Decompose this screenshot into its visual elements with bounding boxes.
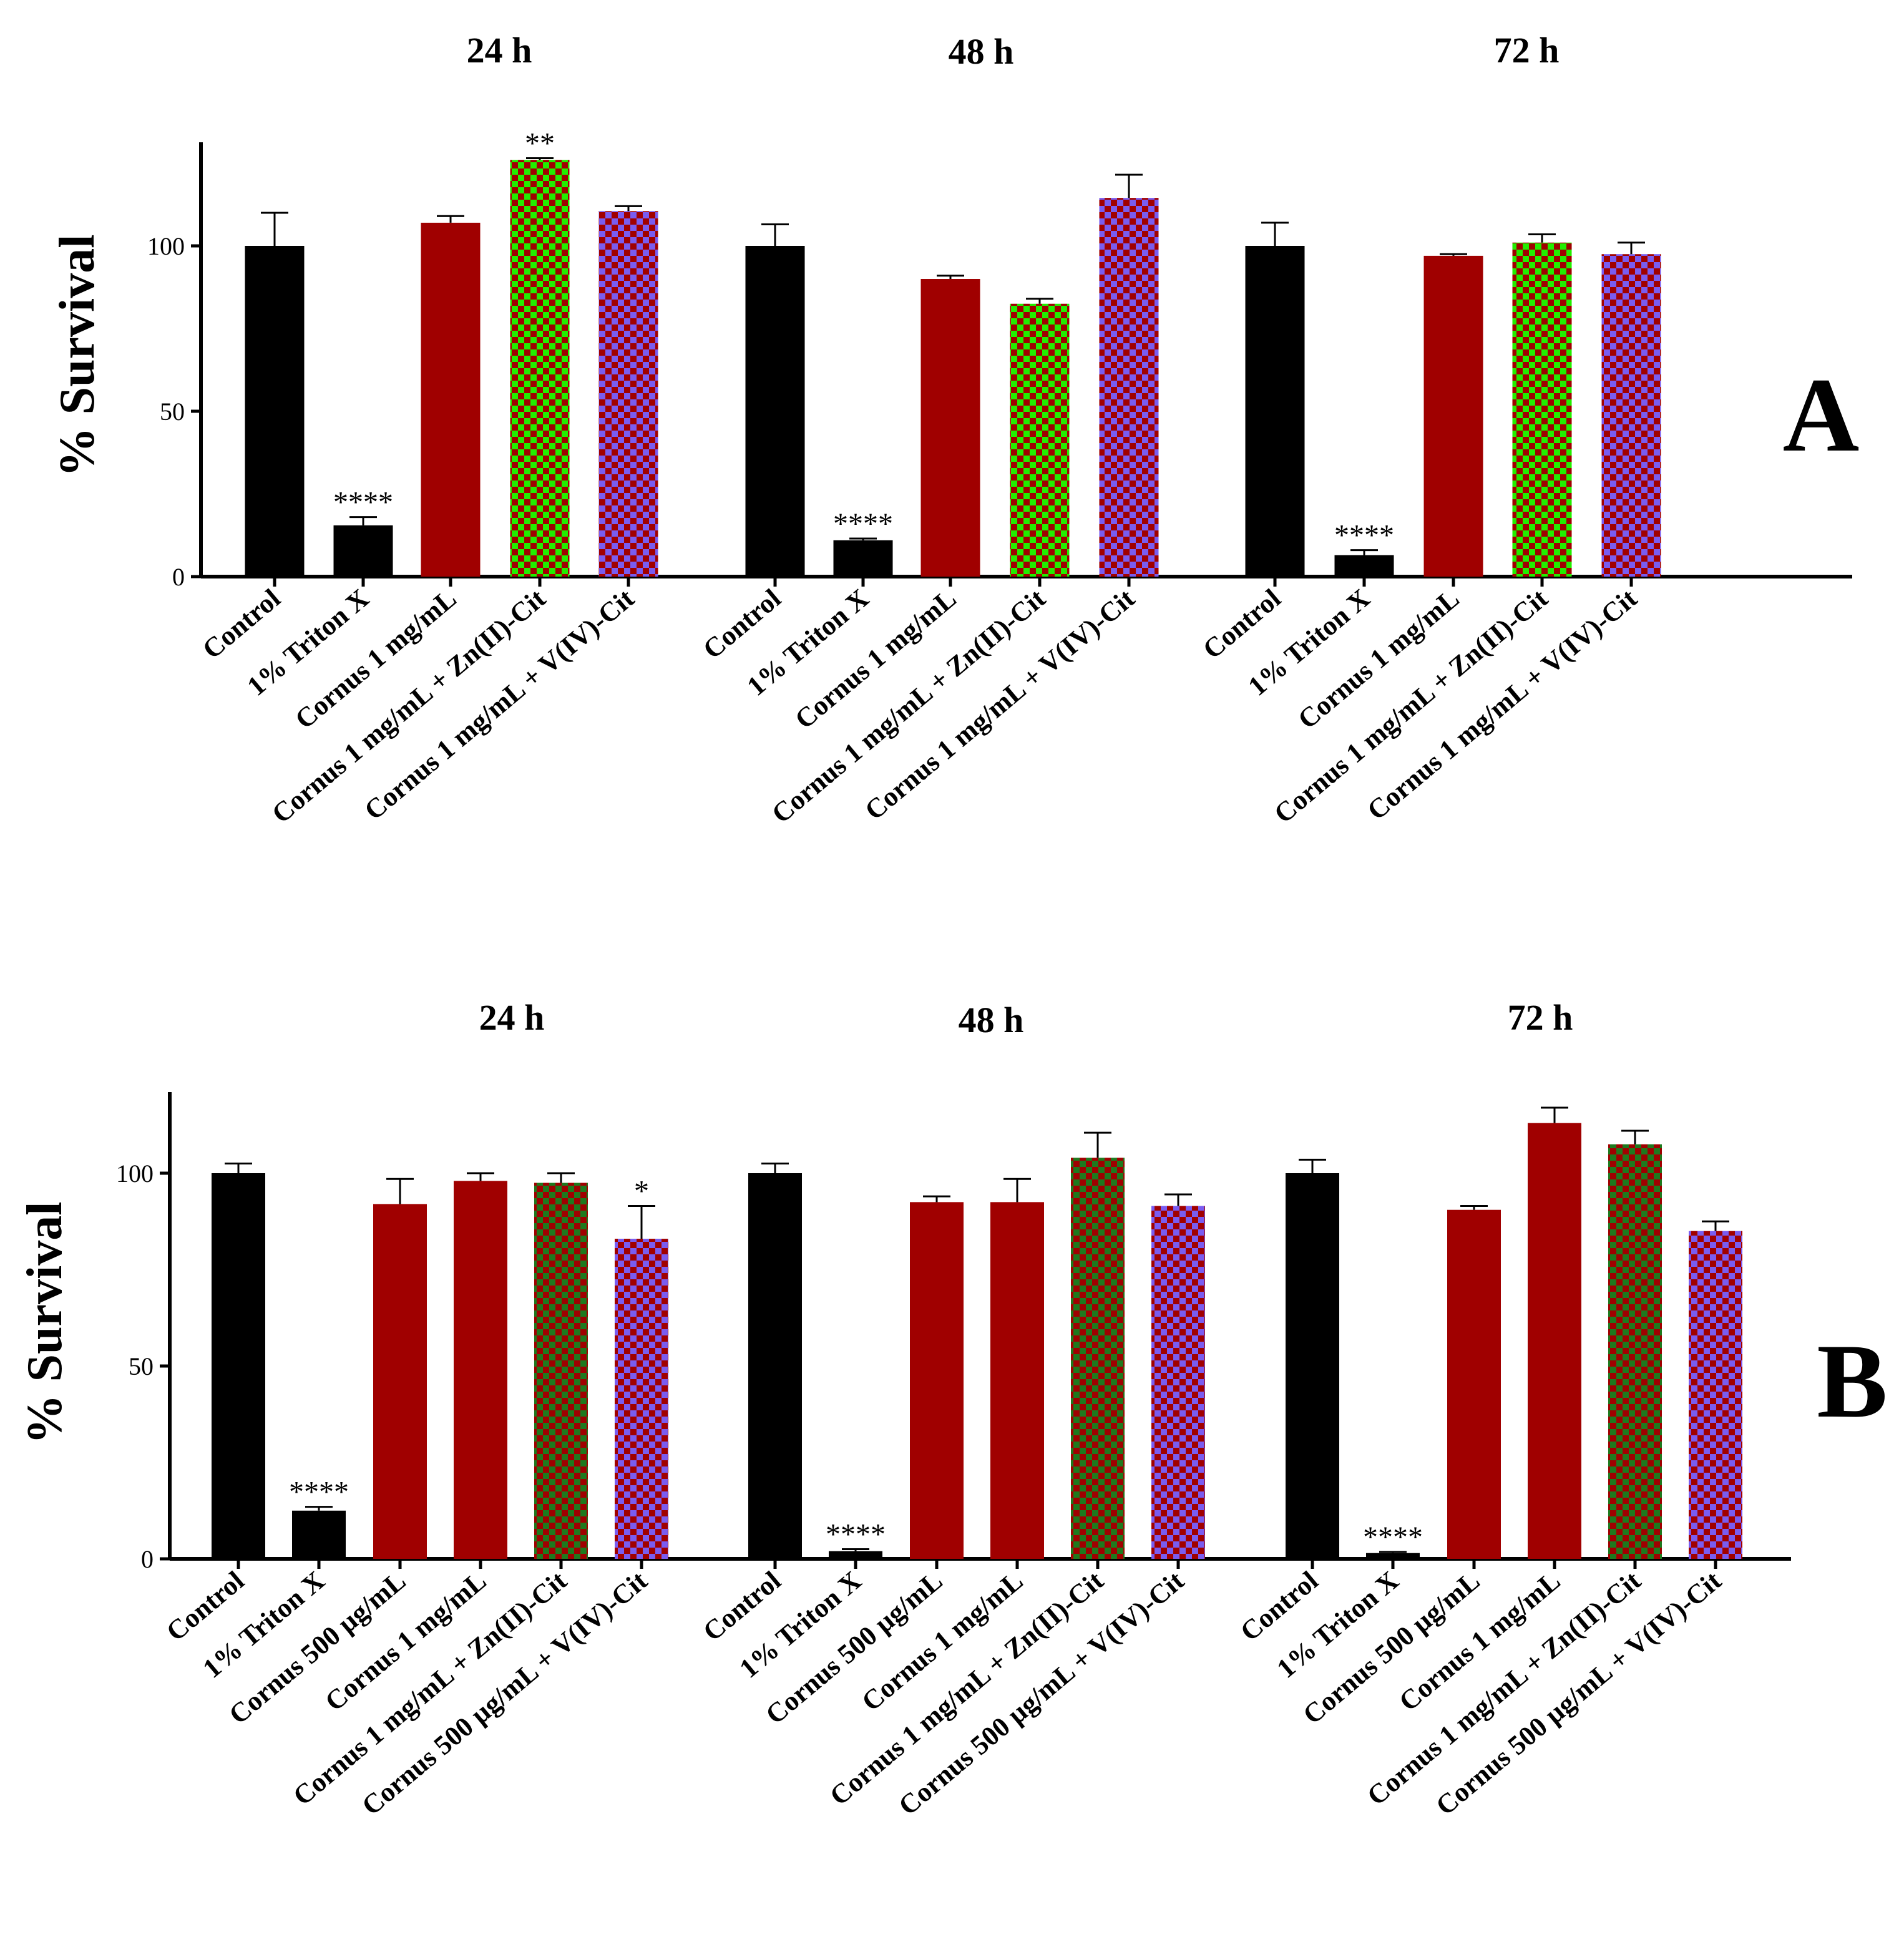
y-tick-label-100: 100 <box>116 1159 154 1188</box>
panel-a-24-h-cornus-1-mg-ml-bar <box>421 222 481 577</box>
panel-b-24-h-cornus-500-g-ml-bar <box>373 1204 427 1559</box>
panel-b-48-h-control-bar <box>748 1173 802 1559</box>
panel-b-48-h-1-triton-x-significance: **** <box>826 1518 886 1551</box>
panel-a-72-h-cornus-1-mg-ml-bar <box>1423 255 1483 577</box>
panel-b-72-h-1-triton-x-bar <box>1366 1553 1420 1559</box>
panel-a: 24 h 48 h 72 h % Survival 050100Control1… <box>50 30 1859 829</box>
panel-b-48-h-1-triton-x-bar <box>829 1551 882 1559</box>
panel-b-24-h-cornus-500-g-ml-v-iv-cit-bar <box>615 1239 668 1559</box>
panel-b-letter: B <box>1817 1322 1887 1440</box>
panel-a-24-h-1-triton-x-bar <box>333 525 393 577</box>
panel-a-72-h-1-triton-x-significance: **** <box>1334 519 1394 552</box>
panel-a-24-h-control-bar <box>245 246 305 577</box>
panel-b-72-h-1-triton-x-significance: **** <box>1363 1521 1423 1554</box>
panel-b-72-h-cornus-1-mg-ml-zn-ii-cit-bar <box>1608 1144 1662 1559</box>
panel-a-24-h-cornus-1-mg-ml-zn-ii-cit-significance: ** <box>525 127 555 160</box>
panel-b-24-h-1-triton-x-significance: **** <box>289 1476 349 1509</box>
panel-b-72-h-control-bar <box>1286 1173 1339 1559</box>
y-tick-label-100: 100 <box>147 232 185 260</box>
panel-b-title-48h: 48 h <box>959 1000 1024 1040</box>
panel-a-48-h-cornus-1-mg-ml-v-iv-cit-bar <box>1099 198 1159 577</box>
panel-a-letter: A <box>1783 356 1860 474</box>
panel-a-24-h-cornus-1-mg-ml-label: Cornus 1 mg/mL <box>290 583 462 734</box>
panel-a-72-h-control-bar <box>1245 246 1305 577</box>
panel-a-48-h-cornus-1-mg-ml-bar <box>920 279 980 577</box>
panel-b-24-h-1-triton-x-bar <box>292 1510 346 1559</box>
panel-a-48-h-cornus-1-mg-ml-zn-ii-cit-bar <box>1010 303 1070 577</box>
panel-b-24-h-cornus-1-mg-ml-bar <box>454 1181 507 1559</box>
panel-b-72-h-cornus-500-g-ml-v-iv-cit-bar <box>1689 1231 1742 1559</box>
panel-b-48-h-cornus-1-mg-ml-zn-ii-cit-bar <box>1071 1158 1125 1559</box>
panel-a-title-72h: 72 h <box>1494 30 1560 71</box>
panel-a-title-48h: 48 h <box>949 31 1014 72</box>
panel-a-24-h-1-triton-x-significance: **** <box>333 486 393 519</box>
panel-b-title-24h: 24 h <box>479 997 545 1038</box>
panel-a-72-h-cornus-1-mg-ml-label: Cornus 1 mg/mL <box>1292 583 1465 734</box>
panel-a-72-h-cornus-1-mg-ml-v-iv-cit-bar <box>1601 254 1661 577</box>
panel-b-24-h-control-bar <box>212 1173 265 1559</box>
panel-b-title-72h: 72 h <box>1508 997 1573 1038</box>
panel-a-24-h-cornus-1-mg-ml-zn-ii-cit-bar <box>510 160 570 577</box>
panel-a-title-24h: 24 h <box>467 30 532 71</box>
panel-b-y-axis-label: % Survival <box>17 1202 72 1445</box>
panel-b-24-h-cornus-500-g-ml-v-iv-cit-significance: * <box>634 1175 649 1208</box>
y-tick-label-0: 0 <box>172 563 185 591</box>
y-tick-label-0: 0 <box>141 1545 154 1573</box>
panel-a-48-h-1-triton-x-significance: **** <box>833 507 893 540</box>
panel-a-48-h-1-triton-x-bar <box>833 540 893 577</box>
panel-a-y-axis-label: % Survival <box>50 235 105 477</box>
panel-b: 24 h 48 h 72 h % Survival 050100Control1… <box>17 997 1888 1822</box>
panel-a-48-h-control-bar <box>745 246 805 577</box>
panel-a-24-h-cornus-1-mg-ml-v-iv-cit-bar <box>598 211 658 577</box>
panel-b-72-h-cornus-500-g-ml-bar <box>1447 1209 1501 1559</box>
panel-b-24-h-cornus-1-mg-ml-zn-ii-cit-bar <box>534 1183 588 1559</box>
panel-a-48-h-cornus-1-mg-ml-label: Cornus 1 mg/mL <box>789 583 962 734</box>
panel-a-72-h-cornus-1-mg-ml-zn-ii-cit-bar <box>1512 242 1572 577</box>
panel-b-48-h-cornus-1-mg-ml-bar <box>990 1202 1044 1559</box>
y-tick-label-50: 50 <box>160 398 185 426</box>
panel-b-72-h-cornus-1-mg-ml-bar <box>1528 1123 1581 1559</box>
panel-b-48-h-cornus-500-g-ml-v-iv-cit-bar <box>1151 1206 1205 1559</box>
panel-a-72-h-1-triton-x-bar <box>1334 555 1394 577</box>
panel-b-48-h-cornus-500-g-ml-bar <box>910 1202 964 1559</box>
y-tick-label-50: 50 <box>129 1352 154 1380</box>
